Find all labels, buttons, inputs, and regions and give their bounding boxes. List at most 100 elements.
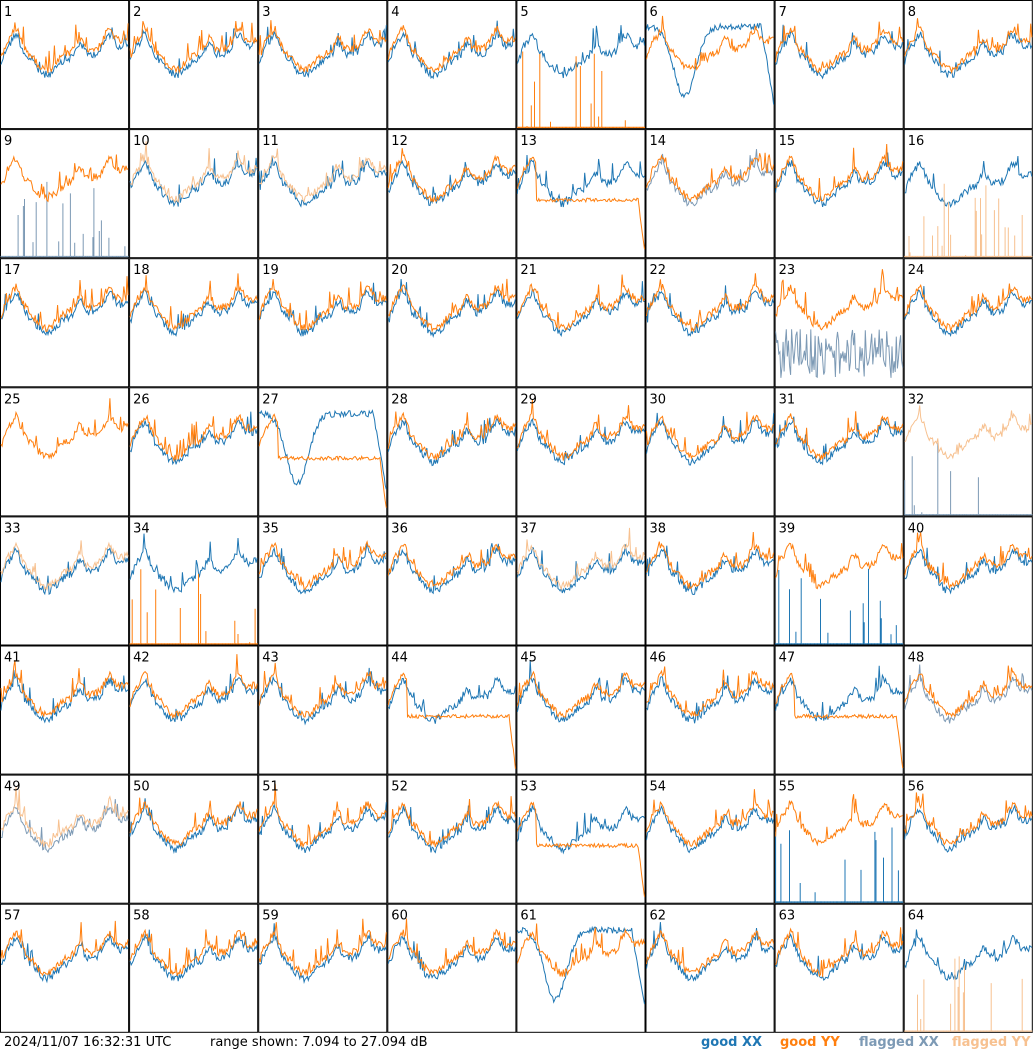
timestamp: 2024/11/07 16:32:31 UTC <box>4 1035 172 1050</box>
panel-5-xx-line <box>516 25 645 79</box>
panel-frame <box>903 258 1033 388</box>
panel-label: 22 <box>650 263 667 278</box>
panel-frame <box>645 258 775 388</box>
panel-48-xx-line <box>904 664 1033 724</box>
panel-label: 28 <box>391 392 408 407</box>
panel-1-yy-line <box>0 22 129 74</box>
panel-frame <box>774 387 904 517</box>
panel-label: 6 <box>650 5 658 20</box>
range-label: range shown: 7.094 to 27.094 dB <box>210 1035 428 1050</box>
panel-64-xx-line <box>904 929 1033 981</box>
panel-19-xx-line <box>259 282 387 338</box>
panel-20-yy-line <box>387 278 516 333</box>
panel-40-yy-line <box>904 532 1033 590</box>
panel-label: 62 <box>650 909 667 924</box>
panel-35-yy-line <box>258 540 387 590</box>
panel-36: 36 <box>387 516 517 646</box>
panel-label: 17 <box>4 263 21 278</box>
panel-frame <box>774 903 904 1033</box>
panel-frame <box>903 645 1033 775</box>
panel-label: 16 <box>908 134 925 149</box>
panel-55-yy-line <box>775 794 903 847</box>
panel-28: 28 <box>387 387 517 517</box>
panel-frame <box>129 774 259 904</box>
panel-63: 63 <box>774 903 904 1033</box>
legend-flagged-xx: flagged XX <box>859 1035 939 1050</box>
panel-2: 2 <box>129 0 259 130</box>
panel-21-xx-line <box>516 281 645 337</box>
panel-frame <box>258 903 388 1033</box>
panel-26-yy-line <box>129 413 258 463</box>
panel-16-yy-line <box>904 183 1033 258</box>
panel-frame <box>903 129 1033 259</box>
panel-15: 15 <box>774 129 904 259</box>
panel-frame <box>903 516 1033 646</box>
panel-47-yy-line <box>775 672 904 768</box>
panel-label: 20 <box>391 263 408 278</box>
panel-54-yy-line <box>646 789 774 848</box>
panel-33: 33 <box>0 516 130 646</box>
panel-label: 1 <box>4 5 12 20</box>
panel-frame <box>903 774 1033 904</box>
panel-frame <box>645 774 775 904</box>
panel-17-yy-line <box>0 276 129 332</box>
panel-label: 58 <box>133 909 150 924</box>
panel-39-yy-line <box>775 542 904 590</box>
panel-44: 44 <box>387 645 517 775</box>
footer: 2024/11/07 16:32:31 UTC range shown: 7.0… <box>0 1033 1033 1053</box>
panel-46-yy-line <box>646 666 775 717</box>
panel-17: 17 <box>0 258 130 388</box>
panel-4-yy-line <box>387 25 516 73</box>
panel-31-yy-line <box>775 411 904 461</box>
panel-frame <box>903 387 1033 517</box>
panel-label: 30 <box>650 392 667 407</box>
panel-25: 25 <box>0 387 130 517</box>
panel-frame <box>903 0 1033 130</box>
panel-58-xx-line <box>129 929 258 982</box>
panel-frame <box>129 516 259 646</box>
panel-37-xx-line <box>516 544 645 594</box>
panel-frame <box>387 774 517 904</box>
panel-47: 47 <box>774 645 904 775</box>
panel-32-xx-line <box>904 442 1033 516</box>
panel-label: 5 <box>520 5 528 20</box>
panel-8-xx-line <box>904 31 1033 78</box>
panel-34-yy-line <box>129 569 258 645</box>
panel-8-yy-line <box>904 18 1033 75</box>
panel-11-yy-line <box>259 148 387 203</box>
panel-33-xx-line <box>0 546 129 596</box>
panel-label: 23 <box>779 263 796 278</box>
panel-frame <box>129 129 259 259</box>
panel-frame <box>0 774 130 904</box>
panel-frame <box>0 645 130 775</box>
panel-label: 38 <box>650 521 667 536</box>
panel-frame <box>0 129 130 259</box>
panel-4-xx-line <box>387 20 516 80</box>
panel-13-yy-line <box>516 156 645 250</box>
panel-frame <box>0 903 130 1033</box>
panel-40-xx-line <box>904 547 1033 595</box>
panel-45: 45 <box>516 645 646 775</box>
panel-frame <box>516 645 646 775</box>
panel-frame <box>516 516 646 646</box>
panel-17-xx-line <box>0 290 129 337</box>
panel-label: 18 <box>133 263 150 278</box>
panel-6-yy-line <box>646 15 774 71</box>
panel-frame <box>645 903 775 1033</box>
panel-label: 48 <box>908 651 925 666</box>
panel-frame <box>129 0 259 130</box>
panel-62-yy-line <box>646 929 775 974</box>
panel-23-xx-line <box>775 329 904 379</box>
panel-20: 20 <box>387 258 517 388</box>
panel-56-xx-line <box>904 804 1033 853</box>
panel-30: 30 <box>645 387 775 517</box>
panel-label: 33 <box>4 521 21 536</box>
panel-label: 9 <box>4 134 12 149</box>
panel-label: 12 <box>391 134 408 149</box>
panel-18-xx-line <box>129 289 258 337</box>
panel-label: 40 <box>908 521 925 536</box>
panel-28-yy-line <box>387 411 516 460</box>
panel-63-xx-line <box>775 932 904 981</box>
panel-frame <box>129 903 259 1033</box>
panel-56-yy-line <box>904 792 1033 846</box>
